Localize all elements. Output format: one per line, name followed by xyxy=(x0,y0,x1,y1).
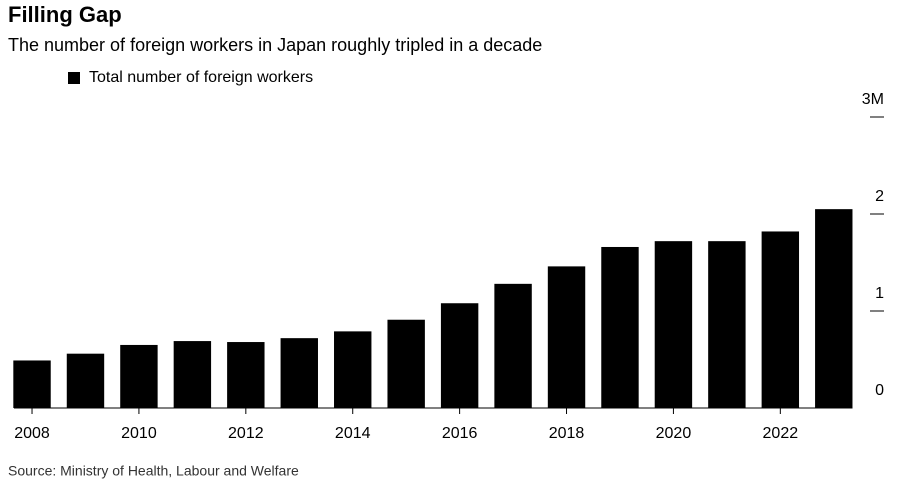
bar xyxy=(387,319,425,408)
bar xyxy=(227,342,265,408)
x-tick-label: 2022 xyxy=(763,425,799,442)
x-tick-label: 2018 xyxy=(549,425,585,442)
bar xyxy=(334,331,372,408)
bar xyxy=(173,341,212,408)
bar xyxy=(547,266,586,408)
y-tick-label: 3M xyxy=(862,91,884,108)
bar xyxy=(120,344,158,408)
bar xyxy=(280,338,318,408)
bar xyxy=(601,246,639,408)
bar xyxy=(654,241,693,408)
x-tick-label: 2020 xyxy=(656,425,692,442)
legend-label: Total number of foreign workers xyxy=(89,69,313,86)
legend-swatch xyxy=(68,72,80,84)
x-tick-label: 2012 xyxy=(228,425,264,442)
chart-title: Filling Gap xyxy=(8,2,122,27)
bar xyxy=(815,209,853,408)
bar xyxy=(13,360,51,408)
bar xyxy=(761,231,800,408)
bar xyxy=(494,283,532,408)
bar xyxy=(440,303,479,408)
x-tick-label: 2016 xyxy=(442,425,478,442)
bar xyxy=(708,241,746,408)
x-tick-label: 2014 xyxy=(335,425,371,442)
chart-subtitle: The number of foreign workers in Japan r… xyxy=(8,35,542,55)
y-tick-label: 0 xyxy=(875,382,884,399)
bar xyxy=(66,353,105,408)
x-tick-label: 2008 xyxy=(14,425,50,442)
y-tick-label: 1 xyxy=(875,285,884,302)
x-tick-label: 2010 xyxy=(121,425,157,442)
y-tick-label: 2 xyxy=(875,188,884,205)
source: Source: Ministry of Health, Labour and W… xyxy=(8,463,299,479)
